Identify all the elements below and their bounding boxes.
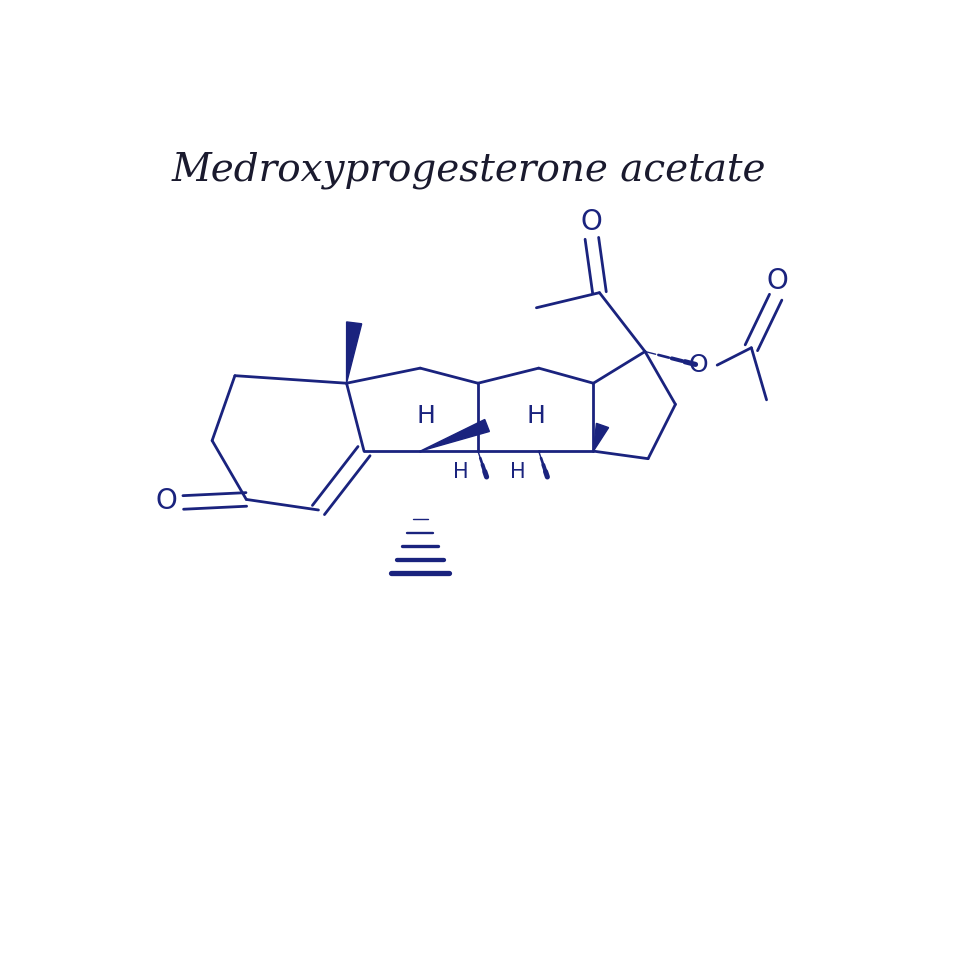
Text: O: O (766, 267, 788, 295)
Polygon shape (594, 423, 609, 451)
Text: O: O (581, 208, 603, 236)
Polygon shape (420, 419, 489, 451)
Text: H: H (527, 404, 546, 427)
Text: H: H (510, 463, 525, 482)
Text: O: O (688, 353, 708, 377)
Polygon shape (347, 321, 362, 383)
Text: H: H (453, 463, 468, 482)
Text: Medroxyprogesterone acetate: Medroxyprogesterone acetate (172, 152, 766, 189)
Text: O: O (156, 487, 177, 514)
Text: H: H (416, 404, 436, 427)
